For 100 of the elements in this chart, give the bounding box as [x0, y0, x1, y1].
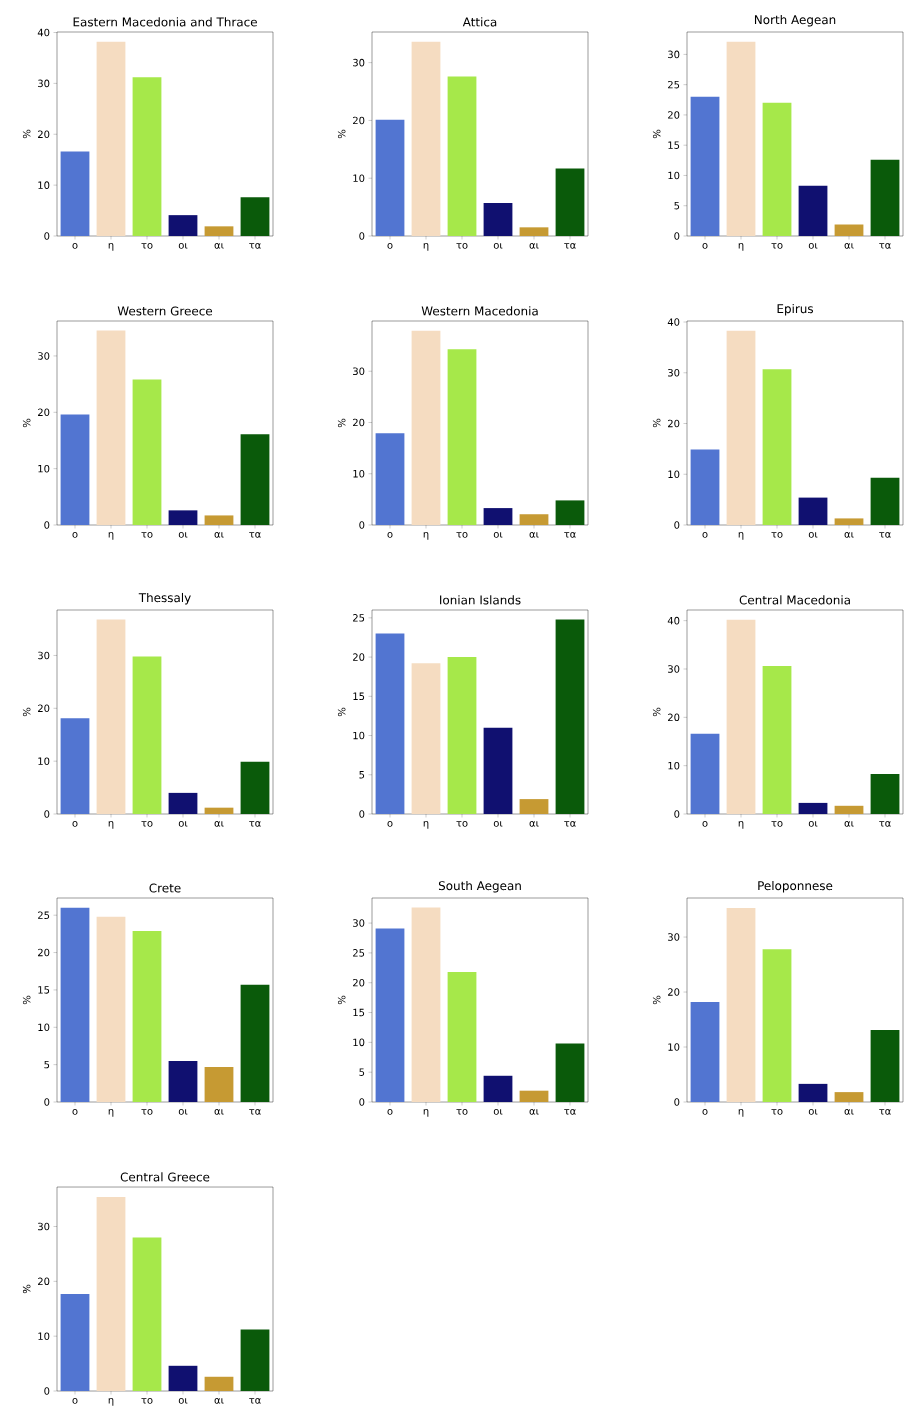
chart-title: Peloponnese	[758, 880, 833, 893]
x-tick-label: τα	[564, 1109, 576, 1115]
y-tick-label: 10	[38, 464, 50, 473]
x-tick-label: οι	[808, 821, 818, 827]
y-axis-title: %	[22, 1284, 31, 1294]
bar	[132, 1237, 162, 1392]
bar	[96, 619, 126, 815]
x-tick-label: οι	[178, 1398, 188, 1404]
x-tick-label: αι	[529, 532, 539, 538]
y-tick-label: 25	[353, 614, 365, 622]
x-tick-label: το	[456, 821, 468, 827]
x-tick-label: ο	[702, 1109, 708, 1115]
x-tick-label: το	[771, 243, 783, 249]
x-tick-label: το	[456, 243, 468, 249]
bar	[762, 369, 792, 526]
bar	[555, 1043, 585, 1103]
bar	[483, 727, 513, 815]
y-tick-label: 15	[38, 986, 50, 994]
y-tick-label: 20	[668, 988, 680, 996]
bar	[447, 971, 477, 1103]
y-tick-label: 20	[38, 948, 50, 957]
x-tick-label: το	[141, 1398, 153, 1404]
bar	[555, 619, 585, 815]
y-tick-label: 0	[674, 810, 680, 818]
bar	[132, 379, 162, 526]
x-tick-label: ο	[702, 243, 708, 249]
x-tick-label: ο	[72, 1109, 78, 1115]
bar	[483, 203, 513, 236]
y-tick-label: 40	[667, 616, 680, 625]
y-axis-title: %	[652, 995, 661, 1005]
chart-title: Ionian Islands	[440, 595, 521, 605]
y-tick-label: 10	[668, 171, 680, 180]
x-tick-label: αι	[529, 821, 539, 827]
y-axis-title: %	[652, 418, 661, 428]
x-tick-label: η	[738, 532, 744, 540]
x-tick-label: τα	[249, 1398, 261, 1404]
bar	[204, 226, 234, 236]
chart-title: Central Macedonia	[739, 595, 850, 605]
x-tick-label: αι	[214, 1109, 224, 1115]
x-tick-label: οι	[493, 1109, 503, 1115]
bar	[483, 508, 513, 525]
x-tick-label: το	[771, 1109, 783, 1115]
y-tick-label: 10	[668, 761, 680, 770]
x-tick-label: ο	[387, 1109, 393, 1115]
y-tick-label: 10	[38, 757, 50, 765]
bar	[834, 224, 864, 236]
bar	[168, 792, 198, 815]
x-tick-label: τα	[249, 821, 261, 827]
y-tick-label: 20	[38, 408, 50, 417]
bar	[375, 633, 405, 815]
y-tick-label: 20	[353, 418, 365, 427]
x-tick-label: οι	[808, 532, 818, 538]
x-tick-label: το	[771, 532, 783, 538]
bar	[204, 515, 234, 526]
y-tick-label: 0	[359, 521, 365, 529]
y-tick-label: 20	[38, 704, 50, 713]
x-tick-label: ο	[72, 821, 78, 827]
y-tick-label: 0	[359, 1098, 365, 1106]
x-tick-label: ο	[72, 1398, 78, 1404]
bar	[204, 1376, 234, 1392]
y-tick-label: 15	[353, 1008, 365, 1017]
bar	[834, 805, 864, 815]
x-tick-label: η	[738, 821, 744, 829]
x-tick-label: ο	[702, 532, 708, 538]
x-tick-label: οι	[178, 1109, 188, 1115]
bar	[240, 434, 270, 526]
y-tick-label: 20	[38, 1277, 50, 1286]
y-axis-title: %	[337, 129, 346, 139]
y-tick-label: 10	[353, 1038, 365, 1047]
y-tick-label: 20	[668, 419, 680, 428]
bar	[168, 1060, 198, 1103]
y-tick-label: 5	[44, 1060, 50, 1069]
x-tick-label: τα	[879, 1109, 891, 1115]
y-tick-label: 40	[667, 318, 680, 326]
y-axis-title: %	[22, 995, 31, 1005]
x-tick-label: οι	[808, 243, 818, 249]
chart-title: Western Greece	[117, 306, 213, 316]
bar	[375, 928, 405, 1103]
bar	[834, 518, 864, 526]
x-tick-label: η	[423, 1109, 429, 1117]
y-axis-title: %	[22, 707, 31, 717]
y-tick-label: 30	[38, 1222, 50, 1231]
y-tick-label: 10	[38, 1332, 50, 1340]
y-tick-label: 25	[353, 949, 365, 957]
y-tick-label: 25	[668, 80, 680, 89]
y-tick-label: 0	[44, 232, 50, 240]
bar	[690, 449, 720, 526]
bar	[726, 907, 756, 1103]
x-tick-label: τα	[879, 243, 891, 249]
chart-title: Eastern Macedonia and Thrace	[73, 17, 257, 27]
bar	[60, 1293, 90, 1392]
y-axis-title: %	[652, 707, 661, 717]
x-tick-label: ο	[387, 821, 393, 827]
bar	[411, 330, 441, 525]
y-tick-label: 10	[668, 470, 680, 479]
bar	[60, 718, 90, 815]
bar	[204, 1066, 234, 1103]
y-tick-label: 30	[668, 665, 680, 673]
x-tick-label: αι	[529, 1109, 539, 1115]
chart-title: South Aegean	[438, 880, 521, 893]
